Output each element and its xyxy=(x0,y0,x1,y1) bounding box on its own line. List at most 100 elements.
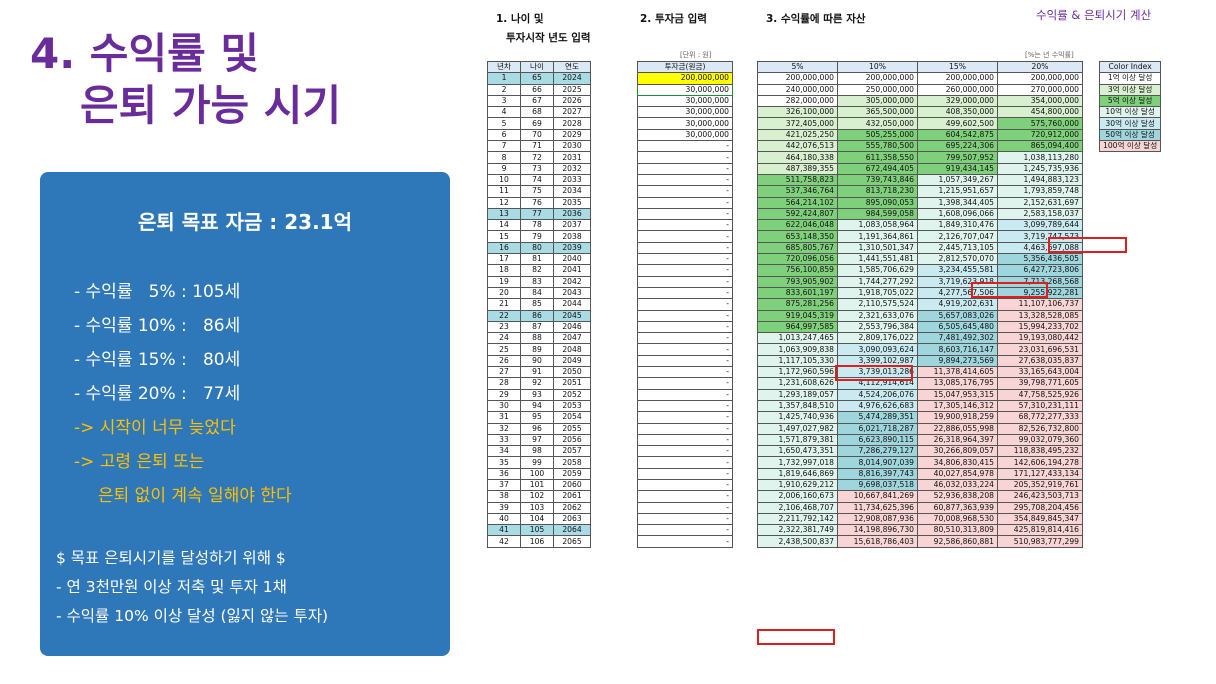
year-count-cell[interactable]: 37 xyxy=(487,478,521,492)
age-cell[interactable]: 67 xyxy=(520,94,554,108)
investment-cell[interactable]: - xyxy=(637,512,733,526)
year-cell[interactable]: 2025 xyxy=(553,83,591,96)
age-cell[interactable]: 84 xyxy=(520,286,554,300)
returns-cell[interactable]: 1,918,705,022 xyxy=(837,286,918,300)
investment-cell[interactable]: - xyxy=(637,185,733,198)
returns-cell[interactable]: 19,900,918,259 xyxy=(917,411,998,424)
year-count-cell[interactable]: 39 xyxy=(487,501,521,514)
year-count-cell[interactable]: 17 xyxy=(487,253,521,266)
year-count-cell[interactable]: 42 xyxy=(487,535,521,548)
returns-cell[interactable]: 919,434,145 xyxy=(917,162,998,175)
returns-cell[interactable]: 1,398,344,405 xyxy=(917,196,998,209)
returns-cell[interactable]: 6,021,718,287 xyxy=(837,422,918,435)
returns-cell[interactable]: 2,553,796,384 xyxy=(837,320,918,334)
returns-cell[interactable]: 82,526,732,800 xyxy=(997,422,1083,435)
age-cell[interactable]: 100 xyxy=(520,467,554,480)
returns-cell[interactable]: 1,057,349,267 xyxy=(917,173,998,187)
year-count-cell[interactable]: 18 xyxy=(487,264,521,277)
returns-cell[interactable]: 695,224,306 xyxy=(917,140,998,153)
returns-cell[interactable]: 270,000,000 xyxy=(997,83,1083,96)
returns-cell[interactable]: 5,356,436,505 xyxy=(997,253,1083,266)
investment-cell[interactable]: - xyxy=(637,196,733,209)
returns-cell[interactable]: 34,806,830,415 xyxy=(917,456,998,469)
year-cell[interactable]: 2045 xyxy=(553,309,591,322)
returns-cell[interactable]: 9,894,273,569 xyxy=(917,354,998,368)
returns-cell[interactable]: 1,083,058,964 xyxy=(837,219,918,232)
returns-cell[interactable]: 70,008,968,530 xyxy=(917,512,998,526)
age-cell[interactable]: 99 xyxy=(520,456,554,469)
age-cell[interactable]: 105 xyxy=(520,524,554,537)
returns-cell[interactable]: 80,510,313,809 xyxy=(917,524,998,537)
age-cell[interactable]: 74 xyxy=(520,173,554,187)
returns-cell[interactable]: 354,000,000 xyxy=(997,94,1083,108)
returns-cell[interactable]: 240,000,000 xyxy=(757,83,838,96)
returns-cell[interactable]: 1,038,113,280 xyxy=(997,151,1083,164)
returns-cell[interactable]: 454,800,000 xyxy=(997,106,1083,119)
year-cell[interactable]: 2048 xyxy=(553,343,591,356)
returns-cell[interactable]: 6,623,890,115 xyxy=(837,433,918,447)
year-cell[interactable]: 2055 xyxy=(553,422,591,435)
year-cell[interactable]: 2056 xyxy=(553,433,591,447)
year-cell[interactable]: 2049 xyxy=(553,354,591,368)
returns-cell[interactable]: 1,231,608,626 xyxy=(757,377,838,390)
returns-cell[interactable]: 2,445,713,105 xyxy=(917,241,998,255)
investment-cell[interactable]: 200,000,000 xyxy=(637,72,733,85)
investment-cell[interactable]: - xyxy=(637,399,733,413)
year-cell[interactable]: 2035 xyxy=(553,196,591,209)
year-count-cell[interactable]: 20 xyxy=(487,286,521,300)
age-cell[interactable]: 96 xyxy=(520,422,554,435)
year-count-cell[interactable]: 40 xyxy=(487,512,521,526)
age-cell[interactable]: 70 xyxy=(520,128,554,142)
returns-cell[interactable]: 1,293,189,057 xyxy=(757,388,838,401)
returns-cell[interactable]: 19,193,080,442 xyxy=(997,332,1083,345)
investment-cell[interactable]: - xyxy=(637,140,733,153)
age-cell[interactable]: 80 xyxy=(520,241,554,255)
year-count-cell[interactable]: 35 xyxy=(487,456,521,469)
returns-cell[interactable]: 592,424,807 xyxy=(757,207,838,221)
returns-cell[interactable]: 3,099,789,644 xyxy=(997,219,1083,232)
year-count-cell[interactable]: 36 xyxy=(487,467,521,480)
returns-cell[interactable]: 1,357,848,510 xyxy=(757,399,838,413)
returns-cell[interactable]: 865,094,400 xyxy=(997,140,1083,153)
returns-cell[interactable]: 672,494,405 xyxy=(837,162,918,175)
returns-cell[interactable]: 720,096,056 xyxy=(757,253,838,266)
year-cell[interactable]: 2036 xyxy=(553,207,591,221)
year-count-cell[interactable]: 2 xyxy=(487,83,521,96)
returns-cell[interactable]: 1,191,364,861 xyxy=(837,230,918,243)
returns-cell[interactable]: 4,524,206,076 xyxy=(837,388,918,401)
investment-cell[interactable]: - xyxy=(637,490,733,503)
investment-cell[interactable]: - xyxy=(637,162,733,175)
returns-cell[interactable]: 326,100,000 xyxy=(757,106,838,119)
age-cell[interactable]: 95 xyxy=(520,411,554,424)
age-cell[interactable]: 102 xyxy=(520,490,554,503)
returns-cell[interactable]: 11,734,625,396 xyxy=(837,501,918,514)
returns-cell[interactable]: 372,405,000 xyxy=(757,117,838,130)
returns-cell[interactable]: 13,328,528,085 xyxy=(997,309,1083,322)
returns-cell[interactable]: 799,507,952 xyxy=(917,151,998,164)
returns-cell[interactable]: 200,000,000 xyxy=(837,72,918,85)
returns-cell[interactable]: 575,760,000 xyxy=(997,117,1083,130)
age-cell[interactable]: 66 xyxy=(520,83,554,96)
returns-cell[interactable]: 260,000,000 xyxy=(917,83,998,96)
year-cell[interactable]: 2026 xyxy=(553,94,591,108)
returns-cell[interactable]: 354,849,845,347 xyxy=(997,512,1083,526)
year-count-cell[interactable]: 23 xyxy=(487,320,521,334)
returns-cell[interactable]: 47,758,525,926 xyxy=(997,388,1083,401)
age-cell[interactable]: 92 xyxy=(520,377,554,390)
returns-cell[interactable]: 68,772,277,333 xyxy=(997,411,1083,424)
returns-cell[interactable]: 30,266,809,057 xyxy=(917,445,998,458)
returns-cell[interactable]: 1,063,909,838 xyxy=(757,343,838,356)
returns-cell[interactable]: 1,608,096,066 xyxy=(917,207,998,221)
year-count-cell[interactable]: 9 xyxy=(487,162,521,175)
investment-cell[interactable]: - xyxy=(637,354,733,368)
year-count-cell[interactable]: 16 xyxy=(487,241,521,255)
investment-cell[interactable]: - xyxy=(637,264,733,277)
investment-cell[interactable]: - xyxy=(637,366,733,379)
returns-cell[interactable]: 39,798,771,605 xyxy=(997,377,1083,390)
year-cell[interactable]: 2040 xyxy=(553,253,591,266)
returns-cell[interactable]: 875,281,256 xyxy=(757,298,838,311)
returns-cell[interactable]: 2,812,570,070 xyxy=(917,253,998,266)
returns-cell[interactable]: 46,032,033,224 xyxy=(917,478,998,492)
age-cell[interactable]: 82 xyxy=(520,264,554,277)
returns-cell[interactable]: 12,908,087,936 xyxy=(837,512,918,526)
